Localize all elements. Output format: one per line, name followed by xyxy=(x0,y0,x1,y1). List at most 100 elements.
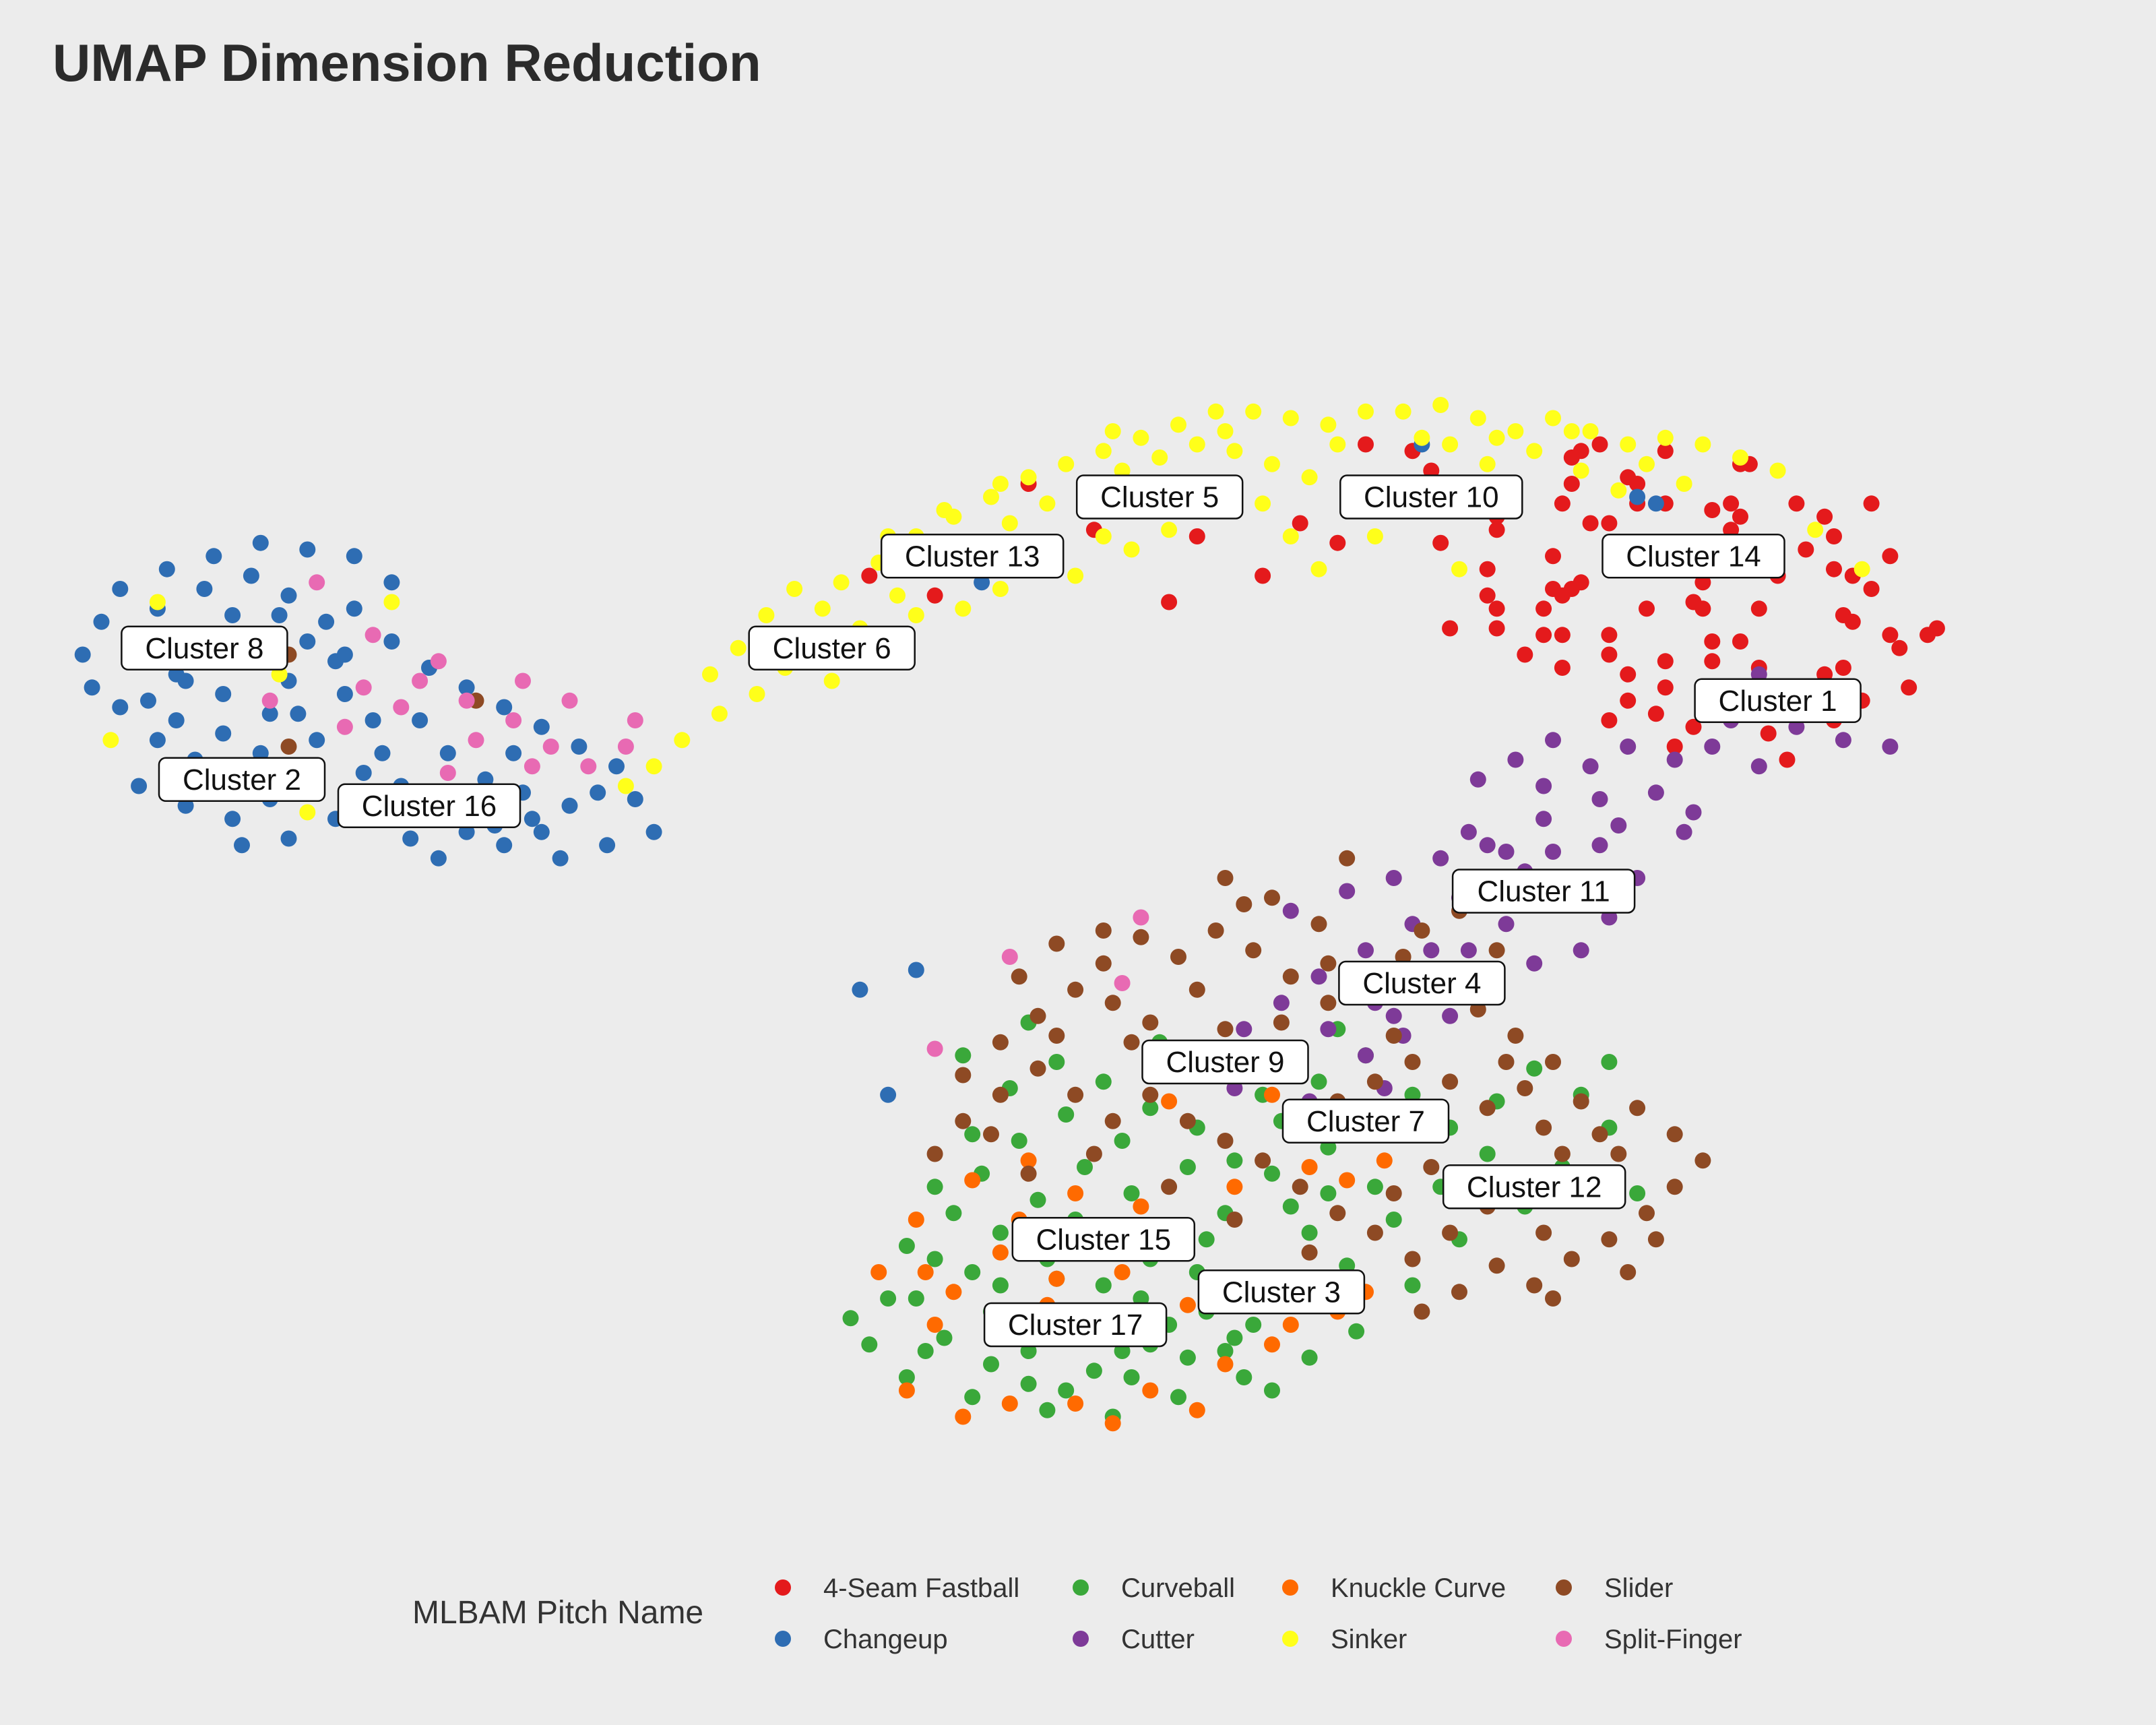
data-point xyxy=(1723,495,1740,512)
data-point xyxy=(1217,870,1234,886)
data-point xyxy=(1573,1093,1589,1110)
legend-marker xyxy=(1556,1631,1572,1647)
cluster-label-text: Cluster 5 xyxy=(1100,481,1219,514)
data-point xyxy=(1114,1264,1131,1280)
data-point xyxy=(1264,1336,1280,1353)
data-point xyxy=(1133,909,1149,926)
data-point xyxy=(955,1408,972,1425)
cluster-label-box xyxy=(121,625,288,671)
data-point xyxy=(1629,489,1646,505)
data-point xyxy=(1591,791,1608,807)
data-point xyxy=(299,804,316,821)
cluster-label-box xyxy=(1281,1098,1450,1144)
cluster-label-cluster-12: Cluster 12 xyxy=(1442,1164,1626,1210)
data-point xyxy=(1095,528,1112,544)
data-point xyxy=(955,1047,972,1064)
data-point xyxy=(561,797,578,814)
data-point xyxy=(1620,739,1637,755)
data-point xyxy=(1264,1165,1280,1182)
data-point xyxy=(1601,1231,1618,1248)
data-point xyxy=(1301,1224,1318,1241)
data-point xyxy=(1647,1231,1664,1248)
data-point xyxy=(1366,528,1383,544)
cluster-label-cluster-13: Cluster 13 xyxy=(880,534,1065,579)
data-point xyxy=(1385,1212,1402,1228)
data-point xyxy=(1442,1073,1459,1090)
data-point xyxy=(1882,739,1899,755)
data-point xyxy=(102,732,119,749)
data-point xyxy=(1442,436,1459,453)
data-point xyxy=(1647,495,1664,512)
data-point xyxy=(261,692,278,709)
data-point xyxy=(524,758,540,775)
data-point xyxy=(1901,679,1917,696)
data-point xyxy=(1563,423,1580,439)
cluster-label-text: Cluster 1 xyxy=(1719,685,1837,718)
data-point xyxy=(1760,725,1777,742)
data-point xyxy=(917,1343,934,1359)
data-point xyxy=(1639,456,1655,472)
cluster-label-cluster-1: Cluster 1 xyxy=(1694,678,1862,724)
data-point xyxy=(1282,968,1299,985)
data-point xyxy=(1067,1086,1084,1103)
data-point xyxy=(702,666,718,683)
data-point xyxy=(1647,705,1664,722)
legend-item-slider: Slider xyxy=(1556,1573,1673,1603)
data-point xyxy=(393,699,410,716)
data-point xyxy=(1844,613,1861,630)
data-point xyxy=(1217,1356,1234,1373)
legend-item-cutter: Cutter xyxy=(1073,1625,1195,1654)
data-point xyxy=(496,837,513,854)
data-point xyxy=(1123,541,1140,558)
cluster-label-cluster-10: Cluster 10 xyxy=(1339,474,1523,520)
data-point xyxy=(1282,902,1299,919)
data-point xyxy=(1639,600,1655,617)
data-point xyxy=(1310,968,1327,985)
data-point xyxy=(1179,1159,1196,1175)
data-point xyxy=(1666,1179,1683,1195)
data-point xyxy=(1104,1112,1121,1129)
cluster-label-box xyxy=(1339,474,1523,520)
data-point xyxy=(1479,456,1496,472)
data-point xyxy=(908,1290,924,1307)
cluster-label-text: Cluster 7 xyxy=(1306,1105,1425,1138)
data-point xyxy=(1123,1034,1140,1050)
data-point xyxy=(814,600,831,617)
cluster-label-cluster-2: Cluster 2 xyxy=(158,757,326,803)
data-point xyxy=(1460,942,1477,959)
data-point xyxy=(1423,1159,1440,1175)
data-point xyxy=(992,1277,1009,1294)
data-point xyxy=(1601,627,1618,644)
data-point xyxy=(992,476,1009,492)
data-point xyxy=(505,745,522,761)
cluster-label-text: Cluster 9 xyxy=(1166,1046,1284,1079)
cluster-label-cluster-16: Cluster 16 xyxy=(337,783,521,829)
data-point xyxy=(1535,627,1552,644)
data-point xyxy=(1526,1060,1543,1077)
data-point xyxy=(964,1264,981,1280)
data-point xyxy=(1404,1251,1421,1267)
data-point xyxy=(1095,1277,1112,1294)
data-point xyxy=(1123,1369,1140,1385)
data-point xyxy=(430,850,447,867)
cluster-label-text: Cluster 16 xyxy=(362,790,497,823)
data-point xyxy=(1329,534,1346,551)
data-point xyxy=(1048,1054,1065,1070)
data-point xyxy=(1282,1198,1299,1215)
data-point xyxy=(1591,837,1608,854)
data-point xyxy=(1629,1100,1646,1117)
data-point xyxy=(1601,712,1618,728)
data-point xyxy=(1188,981,1205,998)
legend-item-knuckle-curve: Knuckle Curve xyxy=(1282,1573,1506,1603)
cluster-label-text: Cluster 12 xyxy=(1467,1170,1602,1203)
data-point xyxy=(992,1224,1009,1241)
data-point xyxy=(1629,1185,1646,1201)
cluster-label-box xyxy=(880,534,1065,579)
legend-label: Split-Finger xyxy=(1604,1625,1742,1654)
data-point xyxy=(1142,1100,1159,1117)
data-point xyxy=(1067,1395,1084,1412)
data-point xyxy=(515,672,531,689)
data-point xyxy=(1563,1251,1580,1267)
data-point xyxy=(983,1126,999,1143)
data-point xyxy=(1573,462,1589,479)
